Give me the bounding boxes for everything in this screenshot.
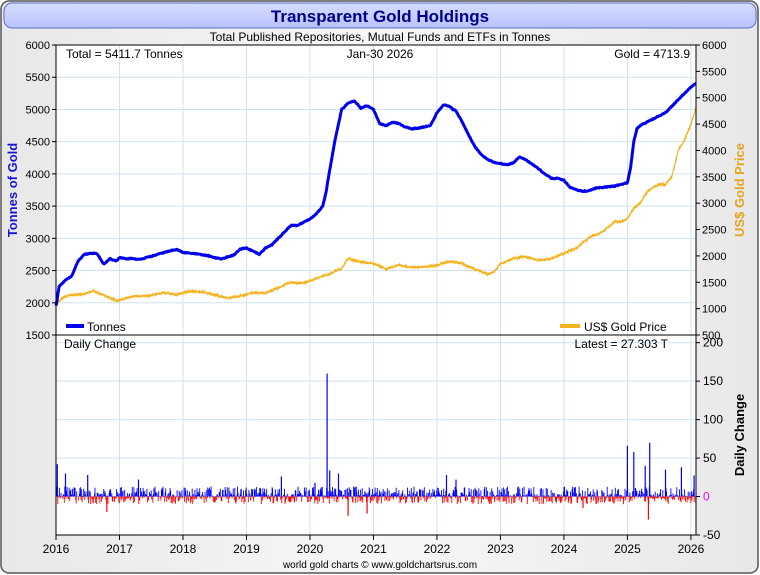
latest-annotation: Latest = 27.303 T (574, 337, 668, 351)
title-bar (3, 2, 757, 29)
right-tick-label-2000: 2000 (702, 251, 726, 263)
daily-change-label: Daily Change (64, 337, 136, 351)
right-tick-label-3000: 3000 (702, 198, 726, 210)
daily-tick-label--50: -50 (703, 528, 721, 542)
lower-plot-area (56, 335, 696, 535)
daily-change-axis-title: Daily Change (732, 394, 747, 476)
gold-price-series (55, 107, 697, 305)
right-tick-label-4000: 4000 (702, 145, 726, 157)
x-tick-label-2026: 2026 (678, 542, 705, 556)
left-tick-label-5500: 5500 (26, 72, 50, 84)
x-tick-label-2019: 2019 (233, 542, 260, 556)
x-tick-label-2022: 2022 (424, 542, 451, 556)
left-tick-label-5000: 5000 (26, 104, 50, 116)
right-tick-label-2500: 2500 (702, 225, 726, 237)
left-tick-label-4500: 4500 (26, 137, 50, 149)
daily-tick-label-0: 0 (703, 490, 710, 504)
tonnes-line (54, 82, 697, 306)
x-tick-label-2025: 2025 (614, 542, 641, 556)
total-annotation: Total = 5411.7 Tonnes (66, 47, 183, 61)
daily-change-bars (55, 373, 697, 520)
right-tick-label-6000: 6000 (702, 40, 726, 52)
x-tick-label-2017: 2017 (106, 542, 133, 556)
x-tick-label-2023: 2023 (487, 542, 514, 556)
right-axis-title: US$ Gold Price (732, 143, 747, 237)
date-annotation: Jan-30 2026 (347, 47, 414, 61)
x-tick-label-2021: 2021 (360, 542, 387, 556)
left-tick-label-2500: 2500 (26, 266, 50, 278)
legend-price-label: US$ Gold Price (584, 320, 667, 334)
lower-right-axis: -50 0 50 100 150 200 (696, 336, 723, 542)
lower-grid (55, 335, 696, 536)
left-tick-label-1500: 1500 (26, 330, 50, 342)
footer-credit: world gold charts © www.goldchartsrus.co… (282, 560, 477, 571)
x-tick-label-2018: 2018 (170, 542, 197, 556)
gold-annotation: Gold = 4713.9 (614, 47, 690, 61)
right-tick-label-5000: 5000 (702, 93, 726, 105)
daily-tick-label-50: 50 (703, 451, 717, 465)
right-tick-label-5500: 5500 (702, 66, 726, 78)
x-tick-label-2024: 2024 (551, 542, 578, 556)
daily-tick-label-150: 150 (703, 374, 723, 388)
daily-tick-label-200: 200 (703, 336, 723, 350)
right-tick-label-3500: 3500 (702, 172, 726, 184)
gold-price-line (55, 107, 697, 305)
right-tick-label-500: 500 (702, 330, 720, 342)
x-tick-label-2020: 2020 (297, 542, 324, 556)
plot-border (55, 44, 697, 536)
left-axis-title: Tonnes of Gold (5, 143, 20, 237)
left-tick-label-2000: 2000 (26, 298, 50, 310)
tonnes-series (54, 82, 697, 306)
chart-subtitle: Total Published Repositories, Mutual Fun… (210, 30, 551, 44)
legend-tonnes-label: Tonnes (87, 320, 126, 334)
right-tick-label-1000: 1000 (702, 304, 726, 316)
left-tick-label-6000: 6000 (26, 40, 50, 52)
left-tick-label-3000: 3000 (26, 233, 50, 245)
daily-tick-label-100: 100 (703, 413, 723, 427)
upper-plot-area (56, 45, 696, 335)
left-tick-label-4000: 4000 (26, 169, 50, 181)
x-tick-label-2016: 2016 (43, 542, 70, 556)
upper-left-axis: 1500 2000 2500 3000 3500 4000 4500 5000 5500 6000 (26, 40, 56, 342)
chart-title: Transparent Gold Holdings (271, 7, 489, 26)
x-axis: 2016 2017 2018 2019 2020 2021 2022 2023 2024 2025… (43, 535, 705, 556)
left-tick-label-3500: 3500 (26, 201, 50, 213)
right-tick-label-1500: 1500 (702, 277, 726, 289)
upper-right-axis: 500 1000 1500 2000 2500 3000 3500 4000 4500 5000 5… (696, 40, 726, 342)
right-tick-label-4500: 4500 (702, 119, 726, 131)
